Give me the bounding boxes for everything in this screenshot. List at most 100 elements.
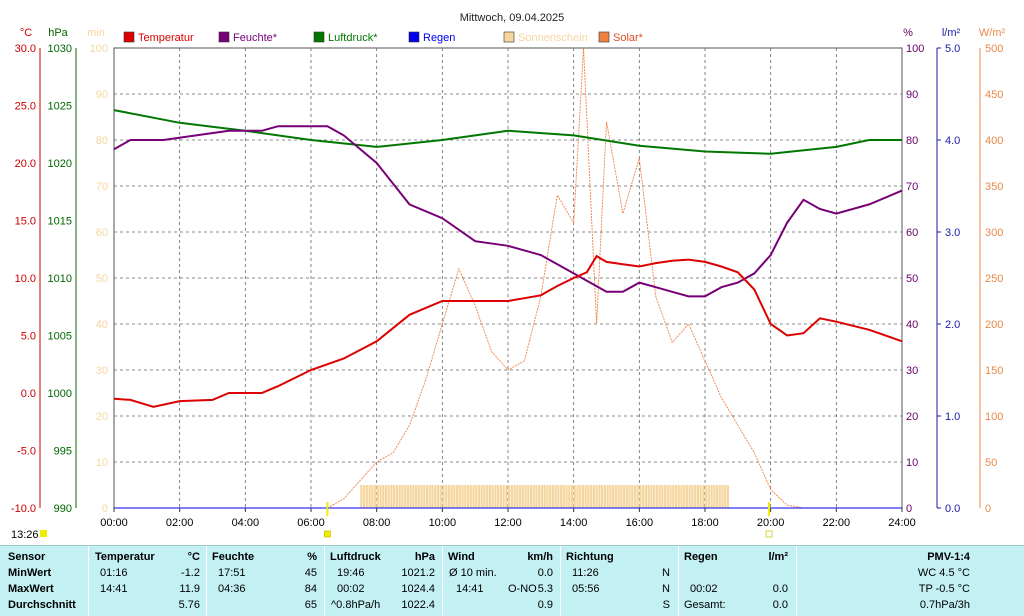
temp-axis-label: 30.0 — [15, 43, 36, 55]
sunshine-bar — [674, 485, 678, 508]
stats-pmv: WC 4.5 °C — [917, 567, 970, 579]
sunshine-bar — [488, 485, 492, 508]
legend-swatch — [598, 31, 610, 43]
sunshine-bar — [502, 485, 505, 508]
temp-axis-label: -10.0 — [11, 503, 36, 515]
sunshine-bar — [606, 485, 609, 508]
humidity-axis-label: 10 — [906, 457, 918, 469]
stats-header-hum: Feuchte — [212, 551, 255, 563]
solar-axis-label: 350 — [985, 181, 1003, 193]
sunshine-bar — [587, 485, 590, 508]
x-tick-label: 20:00 — [757, 517, 785, 529]
stats-row-label: Durchschnitt — [8, 599, 76, 611]
sunshine-bar — [713, 485, 716, 508]
sunshine-bar — [562, 485, 565, 508]
stats-header-wind: Wind — [448, 551, 475, 563]
stats-header-temp: Temperatur — [95, 551, 155, 563]
sunshine-bar — [666, 485, 669, 508]
sunshine-bar — [360, 485, 363, 508]
sunshine-bar — [617, 485, 620, 508]
x-tick-label: 22:00 — [823, 517, 851, 529]
stats-temp-val: 11.9 — [179, 583, 200, 595]
sunshine-bar — [710, 485, 713, 508]
sunshine-bar — [705, 485, 708, 508]
sunshine-bar — [633, 485, 637, 508]
sunshine-bar — [554, 485, 557, 508]
sunshine-bar — [387, 485, 390, 508]
sunshine-bar — [592, 485, 596, 508]
x-tick-label: 10:00 — [429, 517, 457, 529]
series-line-temperatur — [113, 254, 903, 408]
sunshine-axis-label: 10 — [96, 457, 108, 469]
sunshine-bar — [365, 485, 368, 508]
sunrise-dot — [324, 530, 331, 538]
sunshine-bar — [417, 485, 420, 508]
stats-row-label: MaxWert — [8, 583, 54, 595]
series-line-solar — [327, 47, 804, 509]
sunshine-bar — [661, 485, 664, 508]
humidity-axis-label: 100 — [906, 43, 924, 55]
solar-axis-label: 150 — [985, 365, 1003, 377]
sunshine-bar — [631, 485, 634, 508]
sunshine-bar — [557, 485, 560, 508]
sunshine-bar — [622, 485, 626, 508]
sunshine-axis-label: 0 — [102, 503, 108, 515]
sunshine-bar — [461, 485, 464, 508]
stats-dir-val: N — [662, 583, 670, 595]
stats-press-val: 1021.2 — [401, 567, 435, 579]
series-line-feuchte — [113, 125, 903, 298]
stats-rain-val: 0.0 — [772, 583, 788, 595]
humidity-axis-label: 40 — [906, 319, 918, 331]
sunshine-bar — [431, 485, 434, 508]
sunshine-bar — [497, 485, 500, 508]
stats-wind-val: 5.3 — [537, 583, 553, 595]
sunshine-bar — [609, 485, 612, 508]
x-tick-label: 14:00 — [560, 517, 588, 529]
solar-axis-label: 300 — [985, 227, 1003, 239]
sunshine-axis-label: 70 — [96, 181, 108, 193]
legend-swatch — [503, 31, 515, 43]
pressure-axis-label: 1010 — [48, 273, 72, 285]
sunshine-bar — [456, 485, 459, 508]
rain-axis-label: 2.0 — [945, 319, 960, 331]
sunshine-bar — [368, 485, 371, 508]
stats-temp-time: 01:16 — [100, 567, 128, 579]
sunshine-bar — [683, 485, 686, 508]
stats-header-press-unit: hPa — [414, 551, 435, 563]
chart-title: Mittwoch, 09.04.2025 — [460, 12, 565, 24]
humidity-unit-header: % — [903, 27, 913, 39]
sunshine-bar — [672, 485, 675, 508]
pressure-axis-label: 995 — [54, 446, 72, 458]
humidity-axis-label: 70 — [906, 181, 918, 193]
sunshine-bar — [685, 485, 689, 508]
humidity-axis-label: 80 — [906, 135, 918, 147]
weather-chart: Mittwoch, 09.04.2025 Temperatur Feuchte* L… — [11, 12, 1006, 541]
statistics-panel: Sensor Temperatur °C Feuchte % Luftdruck… — [0, 545, 1024, 616]
stats-hum-val: 45 — [304, 567, 317, 579]
sunshine-bar — [559, 485, 563, 508]
rain-axis-label: 4.0 — [945, 135, 960, 147]
sunshine-bar — [362, 485, 366, 508]
stats-dir-val: S — [662, 599, 670, 611]
stats-header-dir: Richtung — [566, 551, 614, 563]
stats-wind-time: 14:41 — [456, 583, 484, 595]
sunshine-bar — [401, 485, 404, 508]
current-time-marker — [40, 530, 47, 537]
left-axes: 30.025.020.015.010.05.00.0-5.0-10.010301… — [11, 43, 108, 515]
stats-dir-val: N — [662, 567, 670, 579]
sunshine-bar — [404, 485, 407, 508]
sunshine-axis-label: 80 — [96, 135, 108, 147]
sunshine-bar — [658, 485, 661, 508]
sunshine-bar — [568, 485, 571, 508]
sunshine-bar — [532, 485, 535, 508]
legend: Temperatur Feuchte* Luftdruck* Regen Sonnens… — [123, 31, 644, 44]
temp-axis-label: 5.0 — [21, 331, 36, 343]
sunshine-bar — [486, 485, 489, 508]
stats-press-trend: ^0.8hPa/h — [331, 599, 381, 611]
sunshine-bar — [510, 485, 513, 508]
rain-axis-label: 5.0 — [945, 43, 960, 55]
stats-hum-time: 04:36 — [218, 583, 246, 595]
sunshine-bar — [718, 485, 721, 508]
sunshine-bar — [390, 485, 393, 508]
sunshine-bar — [516, 485, 519, 508]
